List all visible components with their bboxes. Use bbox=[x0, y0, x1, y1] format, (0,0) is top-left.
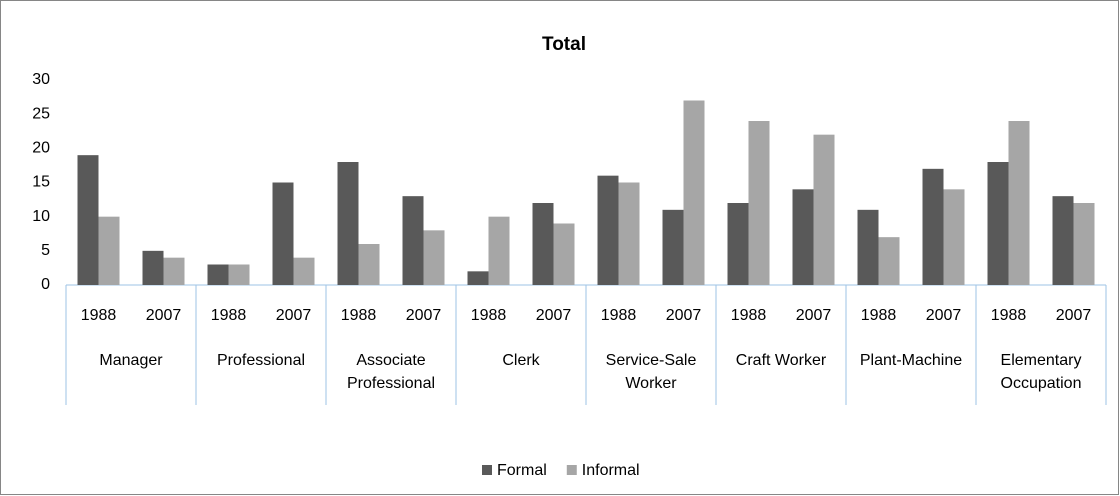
legend-label: Formal bbox=[497, 462, 547, 479]
y-tick-label: 10 bbox=[32, 208, 50, 225]
x-tick-label: 2007 bbox=[1056, 307, 1092, 324]
y-tick-label: 0 bbox=[41, 276, 50, 293]
x-tick-label: 2007 bbox=[146, 307, 182, 324]
x-tick-label: 1988 bbox=[991, 307, 1027, 324]
group-label: Manager bbox=[99, 352, 163, 369]
bar bbox=[727, 203, 749, 285]
bar bbox=[423, 230, 445, 285]
bar bbox=[293, 257, 315, 285]
bar bbox=[1052, 196, 1074, 285]
bar bbox=[878, 237, 900, 285]
bar bbox=[922, 168, 944, 285]
x-tick-label: 2007 bbox=[926, 307, 962, 324]
x-tick-label: 2007 bbox=[666, 307, 702, 324]
bar bbox=[77, 155, 99, 285]
bar bbox=[142, 250, 164, 285]
bar bbox=[662, 209, 684, 285]
x-tick-label: 1988 bbox=[731, 307, 767, 324]
x-tick-label: 1988 bbox=[341, 307, 377, 324]
x-tick-label: 2007 bbox=[536, 307, 572, 324]
x-tick-label: 2007 bbox=[406, 307, 442, 324]
bar bbox=[813, 134, 835, 285]
bar bbox=[163, 257, 185, 285]
bar bbox=[748, 121, 770, 285]
bar bbox=[683, 100, 705, 285]
bar bbox=[402, 196, 424, 285]
bar bbox=[337, 162, 359, 285]
group-label: Craft Worker bbox=[735, 352, 827, 369]
bar bbox=[358, 244, 380, 285]
x-tick-label: 1988 bbox=[601, 307, 637, 324]
legend-swatch bbox=[482, 465, 492, 475]
group-label: Associate Professional bbox=[346, 352, 436, 392]
bar bbox=[792, 189, 814, 285]
group-label: Plant-Machine bbox=[859, 352, 963, 369]
group-label: Service-Sale Worker bbox=[605, 352, 697, 392]
bar bbox=[553, 223, 575, 285]
bar bbox=[467, 271, 489, 285]
group-label: Professional bbox=[216, 352, 306, 369]
x-tick-label: 1988 bbox=[81, 307, 117, 324]
y-tick-label: 15 bbox=[32, 174, 50, 191]
bar bbox=[207, 264, 229, 285]
legend-label: Informal bbox=[582, 462, 640, 479]
x-tick-label: 1988 bbox=[211, 307, 247, 324]
bar bbox=[943, 189, 965, 285]
bar bbox=[228, 264, 250, 285]
y-tick-label: 30 bbox=[32, 71, 50, 88]
bar bbox=[618, 182, 640, 285]
y-tick-label: 20 bbox=[32, 140, 50, 157]
bar bbox=[1073, 203, 1095, 285]
group-label: Clerk bbox=[502, 352, 540, 369]
bar bbox=[488, 216, 510, 285]
bar bbox=[272, 182, 294, 285]
y-tick-label: 5 bbox=[41, 242, 50, 259]
x-tick-label: 2007 bbox=[276, 307, 312, 324]
x-tick-label: 2007 bbox=[796, 307, 832, 324]
x-tick-label: 1988 bbox=[861, 307, 897, 324]
y-tick-label: 25 bbox=[32, 105, 50, 122]
bar bbox=[987, 162, 1009, 285]
bar bbox=[857, 209, 879, 285]
chart-title: Total bbox=[542, 34, 586, 55]
bar bbox=[532, 203, 554, 285]
bar bbox=[98, 216, 120, 285]
x-tick-label: 1988 bbox=[471, 307, 507, 324]
bar bbox=[1008, 121, 1030, 285]
group-label: Elementary Occupation bbox=[1000, 352, 1082, 392]
bar bbox=[597, 175, 619, 285]
legend-swatch bbox=[566, 465, 577, 475]
